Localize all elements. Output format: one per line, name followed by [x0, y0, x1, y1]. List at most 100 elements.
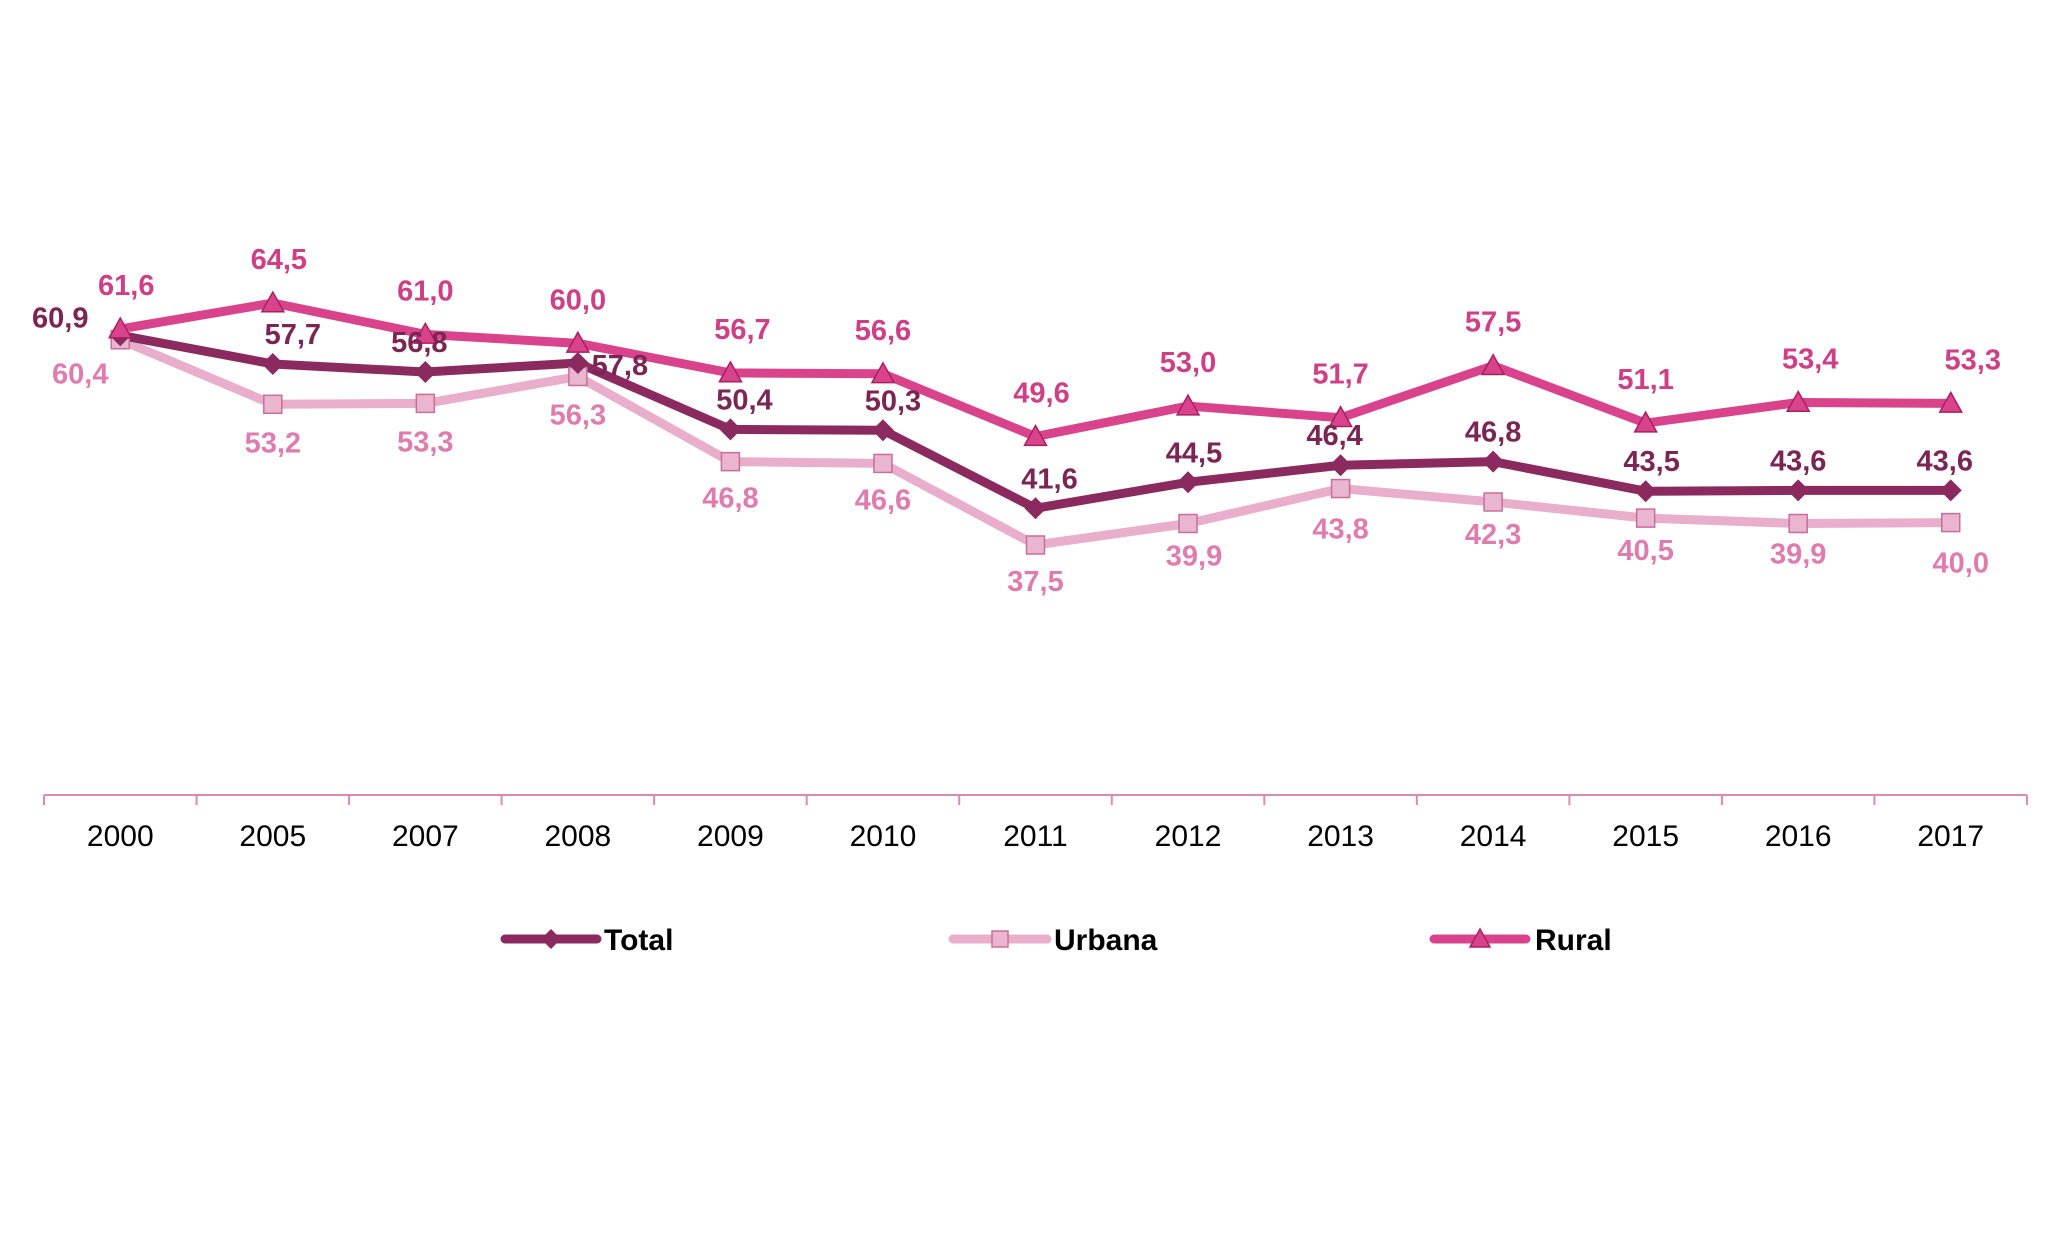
- data-label-total: 43,6: [1917, 445, 1973, 477]
- point-marker-urbana: [720, 451, 741, 472]
- data-label-rural: 61,6: [98, 270, 154, 302]
- data-label-total: 57,7: [265, 319, 321, 351]
- point-marker-total: [1482, 450, 1505, 473]
- point-marker-total: [871, 419, 894, 442]
- data-label-rural: 64,5: [251, 244, 307, 276]
- legend-label-urbana: Urbana: [1054, 924, 1158, 957]
- point-marker-total: [1024, 497, 1047, 520]
- point-marker-total: [1634, 480, 1657, 503]
- data-label-urbana: 46,6: [855, 484, 911, 516]
- point-marker-urbana: [1635, 508, 1656, 528]
- data-label-rural: 53,0: [1160, 347, 1216, 379]
- point-marker-rural: [565, 330, 591, 353]
- data-label-total: 50,4: [716, 384, 772, 416]
- x-tick-label: 2000: [87, 820, 154, 853]
- x-tick-label: 2005: [239, 820, 306, 853]
- point-marker-total: [414, 361, 437, 384]
- data-label-urbana: 53,3: [397, 426, 453, 458]
- legend-marker-rural: [1468, 927, 1492, 948]
- x-tick-label: 2010: [850, 820, 917, 853]
- point-marker-rural: [260, 290, 286, 313]
- data-labels: 60,4 53,2 53,3 56,3 46,8 46,6 37,5 39,9 43,8 42,3…: [32, 244, 2001, 598]
- data-label-rural: 56,6: [855, 315, 911, 347]
- point-marker-urbana: [873, 453, 893, 474]
- legend-marker-urbana: [991, 930, 1009, 948]
- data-label-rural: 53,4: [1782, 343, 1838, 375]
- data-label-total: 41,6: [1021, 463, 1077, 495]
- x-tick-label: 2009: [697, 820, 764, 853]
- data-label-rural: 61,0: [397, 275, 453, 307]
- legend-item-total: Total: [500, 924, 673, 957]
- data-label-total: 44,5: [1166, 437, 1222, 469]
- data-label-rural: 57,5: [1465, 307, 1521, 339]
- data-label-rural: 51,7: [1312, 359, 1368, 391]
- legend-marker-total: [541, 929, 561, 949]
- point-marker-rural: [1175, 393, 1201, 416]
- point-marker-rural: [1023, 424, 1048, 447]
- legend-label-total: Total: [604, 924, 673, 957]
- x-axis: 2000 2005 2007 2008 2009 2010 2011 2012 2013 2014…: [43, 794, 2028, 853]
- x-tick-label: 2013: [1307, 820, 1374, 853]
- point-marker-total: [1177, 471, 1200, 494]
- data-label-total: 43,5: [1623, 446, 1679, 478]
- point-marker-rural: [1633, 410, 1658, 433]
- point-marker-total: [719, 418, 742, 441]
- point-marker-rural: [413, 321, 438, 344]
- point-marker-total: [261, 352, 284, 375]
- data-label-rural: 53,3: [1945, 344, 2001, 376]
- point-marker-total: [1329, 454, 1352, 477]
- x-tick-label: 2017: [1917, 820, 1984, 853]
- point-marker-rural: [718, 360, 743, 383]
- data-label-urbana: 56,3: [550, 399, 606, 431]
- data-label-urbana: 46,8: [702, 483, 758, 515]
- data-label-total: 43,6: [1770, 445, 1826, 477]
- data-label-urbana: 43,8: [1312, 514, 1368, 546]
- point-marker-urbana: [1178, 513, 1198, 534]
- point-marker-total: [1939, 479, 1962, 502]
- x-tick-label: 2008: [545, 820, 612, 853]
- point-marker-total: [566, 352, 589, 375]
- point-marker-rural: [1480, 353, 1506, 376]
- x-tick-label: 2012: [1155, 820, 1222, 853]
- data-label-urbana: 40,0: [1933, 548, 1989, 580]
- data-label-urbana: 39,9: [1770, 538, 1826, 570]
- point-marker-rural: [1785, 389, 1811, 413]
- data-label-total: 57,8: [592, 350, 648, 382]
- point-marker-rural: [870, 361, 896, 384]
- data-label-total: 46,8: [1465, 417, 1521, 449]
- data-label-total: 46,4: [1306, 420, 1362, 452]
- legend: Total Urbana Rural: [500, 924, 1612, 957]
- point-marker-urbana: [263, 394, 283, 415]
- legend-label-rural: Rural: [1535, 924, 1612, 957]
- data-label-urbana: 37,5: [1007, 566, 1063, 598]
- data-label-rural: 49,6: [1013, 378, 1069, 410]
- data-label-rural: 60,0: [550, 284, 606, 316]
- point-marker-rural: [1328, 405, 1353, 428]
- legend-item-rural: Rural: [1429, 924, 1612, 957]
- data-label-total: 56,8: [391, 327, 447, 359]
- legend-item-urbana: Urbana: [948, 924, 1158, 957]
- series-markers: [107, 290, 1964, 555]
- data-label-rural: 56,7: [714, 314, 770, 346]
- point-marker-urbana: [1940, 512, 1961, 533]
- data-label-rural: 51,1: [1617, 364, 1673, 396]
- x-tick-label: 2007: [392, 820, 459, 853]
- data-label-urbana: 40,5: [1617, 535, 1673, 567]
- point-marker-urbana: [1025, 535, 1046, 555]
- point-marker-urbana: [1483, 492, 1503, 512]
- x-tick-label: 2016: [1765, 820, 1832, 853]
- data-label-total: 60,9: [32, 302, 88, 334]
- data-label-urbana: 53,2: [245, 427, 301, 459]
- point-marker-urbana: [1330, 478, 1351, 499]
- x-tick-label: 2011: [1003, 820, 1068, 853]
- point-marker-rural: [107, 316, 133, 339]
- point-marker-total: [1787, 479, 1810, 502]
- x-tick-label: 2015: [1612, 820, 1679, 853]
- data-label-urbana: 42,3: [1465, 519, 1521, 551]
- data-label-urbana: 39,9: [1166, 540, 1222, 572]
- point-marker-urbana: [1788, 513, 1808, 534]
- data-label-urbana: 60,4: [52, 359, 108, 391]
- x-tick-label: 2014: [1460, 820, 1527, 853]
- point-marker-urbana: [415, 393, 436, 414]
